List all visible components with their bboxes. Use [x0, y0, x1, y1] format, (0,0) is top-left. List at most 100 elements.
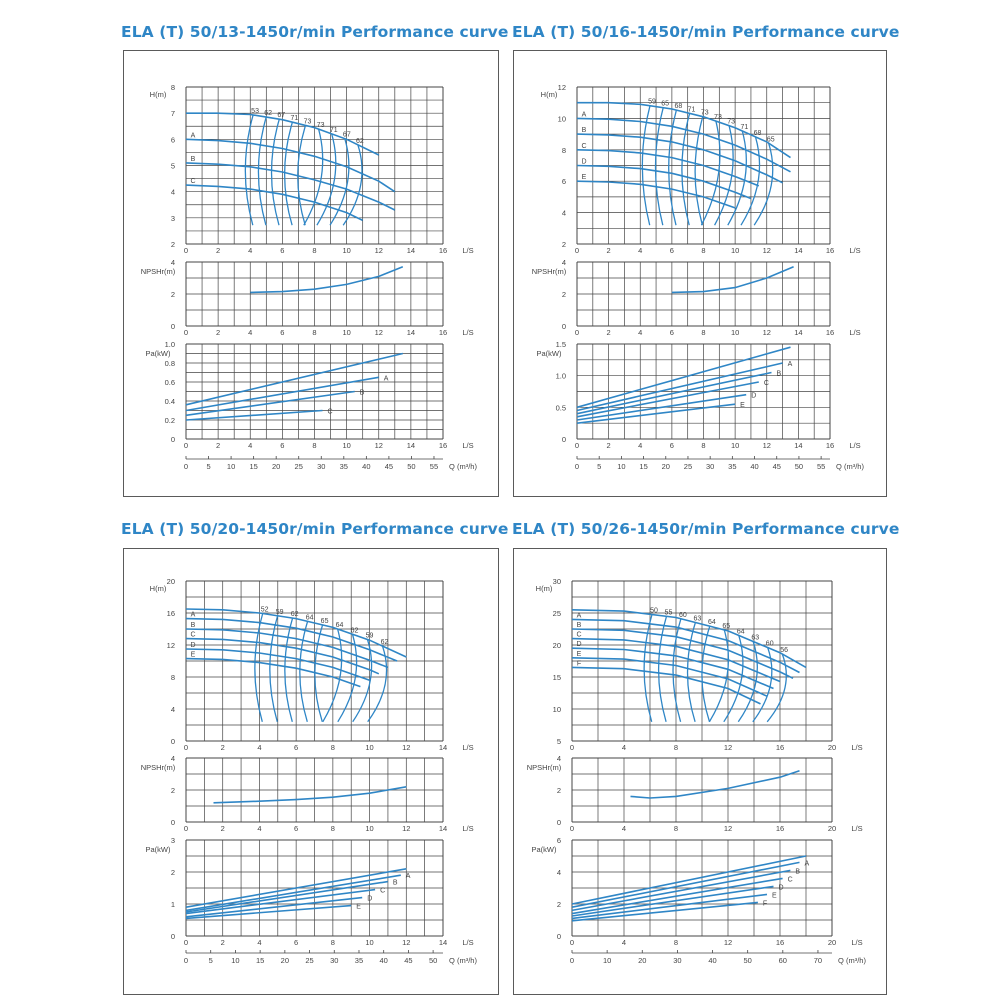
y-axis-label: Pa(kW) — [532, 845, 558, 854]
x-unit-label: L/S — [462, 938, 473, 947]
y-tick-label: 7 — [171, 109, 175, 118]
efficiency-label: 65 — [661, 101, 669, 108]
series-line — [185, 138, 396, 193]
efficiency-curve — [723, 635, 744, 723]
q-tick-label: 10 — [603, 956, 611, 965]
y-tick-label: 0 — [557, 818, 561, 827]
series-line — [185, 184, 364, 222]
x-tick-label: 8 — [312, 246, 316, 255]
x-tick-label: 0 — [184, 824, 188, 833]
efficiency-curve — [700, 121, 721, 226]
efficiency-curve — [284, 617, 294, 722]
x-tick-label: 10 — [731, 246, 739, 255]
x-tick-label: 6 — [670, 246, 674, 255]
efficiency-curve — [303, 128, 324, 226]
panel-title-1: ELA (T) 50/13-1450r/min Performance curv… — [121, 23, 509, 41]
x-tick-label: 4 — [622, 824, 626, 833]
q-axis-1 — [185, 456, 443, 460]
efficiency-curve — [643, 614, 653, 722]
x-tick-label: 0 — [575, 328, 579, 337]
x-tick-label: 2 — [221, 938, 225, 947]
y-tick-label: 0 — [562, 435, 566, 444]
efficiency-curve — [322, 628, 343, 723]
x-unit-label: L/S — [849, 246, 860, 255]
y-tick-label: 4 — [557, 754, 561, 763]
x-tick-label: 16 — [439, 328, 447, 337]
x-tick-label: 4 — [248, 246, 252, 255]
efficiency-label: 60 — [766, 641, 774, 648]
efficiency-curve — [244, 114, 254, 226]
q-tick-label: 30 — [330, 956, 338, 965]
x-tick-label: 12 — [724, 743, 732, 752]
x-tick-label: 4 — [622, 743, 626, 752]
y-tick-label: 1.0 — [165, 340, 175, 349]
x-tick-label: 12 — [724, 938, 732, 947]
efficiency-label: 53 — [251, 108, 259, 115]
y-tick-label: 1 — [171, 900, 175, 909]
x-tick-label: 12 — [724, 824, 732, 833]
series-label: E — [356, 904, 361, 911]
series-label: A — [384, 375, 389, 382]
x-tick-label: 4 — [257, 824, 261, 833]
y-tick-label: 2 — [557, 900, 561, 909]
chart-npsh-1 — [185, 261, 444, 327]
panel-title-3: ELA (T) 50/20-1450r/min Performance curv… — [121, 520, 509, 538]
series-label: B — [360, 390, 365, 397]
x-tick-label: 0 — [570, 938, 574, 947]
series-line — [576, 164, 752, 200]
x-tick-label: 2 — [607, 328, 611, 337]
q-tick-label: 30 — [317, 462, 325, 471]
x-tick-label: 0 — [184, 441, 188, 450]
x-tick-label: 0 — [184, 246, 188, 255]
panel-frame-4 — [513, 548, 887, 995]
series-label: D — [779, 884, 784, 891]
efficiency-curve — [740, 136, 761, 226]
efficiency-label: 65 — [722, 623, 730, 630]
x-unit-label: L/S — [462, 441, 473, 450]
x-unit-label: L/S — [462, 743, 473, 752]
y-axis-label: Pa(kW) — [537, 349, 563, 358]
chart-power-4 — [571, 839, 833, 937]
chart-power-2 — [576, 343, 831, 440]
series-line — [576, 371, 772, 415]
q-tick-label: 40 — [380, 956, 388, 965]
chart-npsh-3 — [185, 757, 444, 823]
q-tick-label: 35 — [728, 462, 736, 471]
efficiency-label: 60 — [679, 612, 687, 619]
efficiency-label: 67 — [343, 132, 351, 139]
x-tick-label: 8 — [331, 824, 335, 833]
series-label: B — [577, 622, 582, 629]
y-tick-label: 4 — [557, 868, 561, 877]
q-tick-label: 55 — [817, 462, 825, 471]
chart-power-1 — [185, 343, 444, 440]
efficiency-curve — [681, 113, 691, 226]
series-line — [576, 393, 747, 421]
x-tick-label: 2 — [216, 441, 220, 450]
q-axis-label: Q (m³/h) — [449, 462, 477, 471]
y-tick-label: 2 — [171, 786, 175, 795]
q-tick-label: 0 — [184, 462, 188, 471]
x-tick-label: 12 — [402, 824, 410, 833]
series-label: B — [191, 156, 196, 163]
x-tick-label: 8 — [331, 743, 335, 752]
series-line — [576, 362, 783, 412]
efficiency-label: 71 — [740, 124, 748, 131]
y-tick-label: 12 — [167, 641, 175, 650]
x-unit-label: L/S — [849, 328, 860, 337]
x-unit-label: L/S — [851, 824, 862, 833]
efficiency-label: 65 — [767, 136, 775, 143]
y-tick-label: 0.8 — [165, 359, 175, 368]
x-tick-label: 8 — [701, 246, 705, 255]
series-label: C — [328, 409, 333, 416]
efficiency-label: 68 — [754, 130, 762, 137]
efficiency-label: 62 — [291, 611, 299, 618]
x-tick-label: 14 — [794, 441, 802, 450]
x-tick-label: 4 — [638, 441, 642, 450]
y-tick-label: 8 — [562, 146, 566, 155]
efficiency-label: 63 — [751, 634, 759, 641]
y-tick-label: 0 — [171, 932, 175, 941]
x-tick-label: 16 — [826, 246, 834, 255]
series-label: E — [772, 892, 777, 899]
series-label: D — [190, 642, 195, 649]
